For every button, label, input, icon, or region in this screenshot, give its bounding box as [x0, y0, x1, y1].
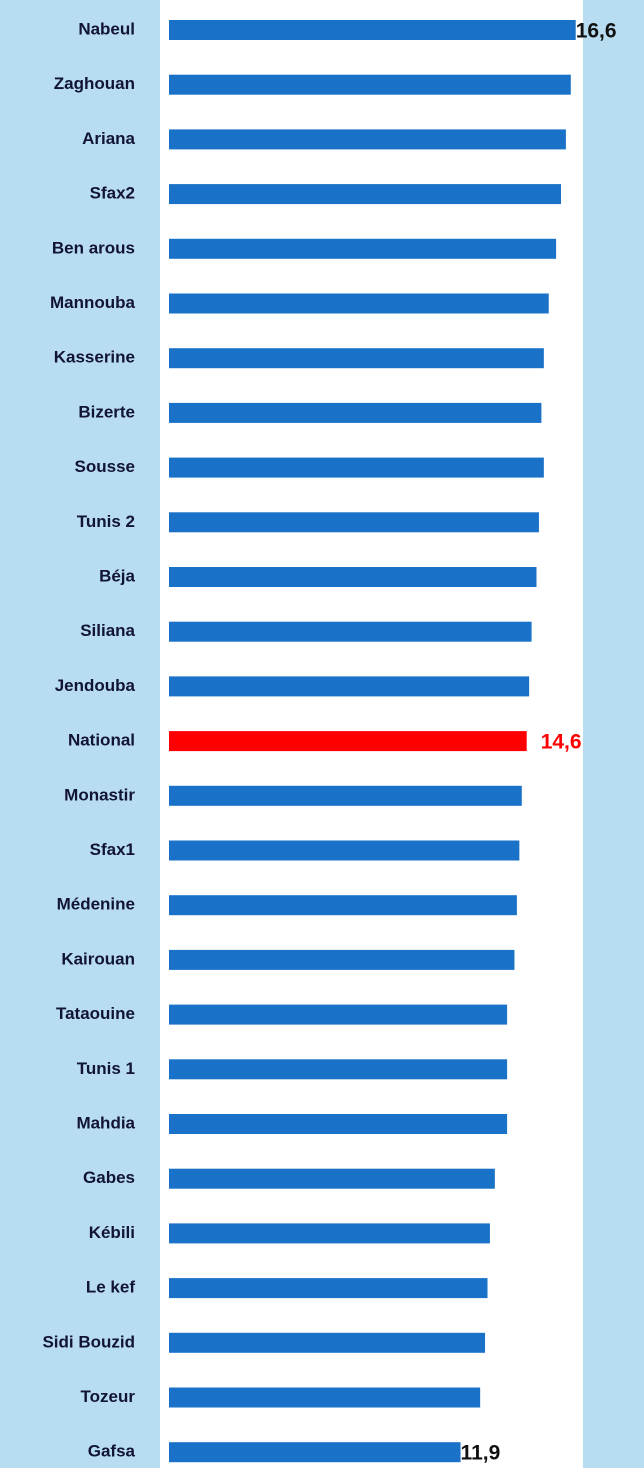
- y-tick-label: Gabes: [83, 1168, 135, 1187]
- y-tick-label: Sfax1: [90, 840, 135, 859]
- bar: [169, 676, 530, 697]
- y-tick-label: Zaghouan: [54, 74, 135, 93]
- bar: [169, 293, 549, 314]
- y-tick-label: Le kef: [86, 1278, 135, 1297]
- bar: [169, 895, 517, 916]
- y-tick-label: Monastir: [64, 785, 135, 804]
- bar: [169, 20, 576, 40]
- y-tick-label: Bizerte: [78, 402, 135, 421]
- bar: [169, 1059, 508, 1080]
- bar: [169, 184, 561, 205]
- data-label: 16,6: [576, 20, 617, 43]
- bar: [169, 840, 520, 861]
- bar: [169, 238, 557, 259]
- data-label: 14,6: [541, 731, 582, 754]
- bar: [169, 1387, 481, 1408]
- y-tick-label: Ben arous: [52, 238, 135, 257]
- bar: [169, 731, 527, 752]
- y-tick-label: Tunis 2: [77, 512, 135, 531]
- y-tick-label: Médenine: [57, 895, 135, 914]
- y-tick-label: Mannouba: [50, 293, 136, 312]
- bar: [169, 1278, 488, 1299]
- y-tick-label: Tataouine: [56, 1004, 135, 1023]
- bar: [169, 457, 544, 478]
- y-tick-label: Kasserine: [54, 348, 135, 367]
- bar: [169, 1332, 486, 1353]
- bar: [169, 1004, 508, 1025]
- y-tick-label: Mahdia: [76, 1113, 135, 1132]
- bar: [169, 402, 542, 423]
- y-tick-label: Kairouan: [61, 949, 135, 968]
- y-tick-label: Nabeul: [78, 19, 135, 38]
- y-tick-label: Ariana: [82, 129, 135, 148]
- y-tick-label: Gafsa: [88, 1442, 136, 1461]
- y-tick-label: Béja: [99, 566, 135, 585]
- bar: [169, 512, 539, 533]
- y-tick-label: Jendouba: [55, 676, 136, 695]
- bar: [169, 1442, 461, 1463]
- y-tick-label: Tozeur: [81, 1387, 136, 1406]
- y-tick-label: Sousse: [75, 457, 135, 476]
- bar: [169, 1223, 490, 1244]
- y-tick-label: Sidi Bouzid: [42, 1332, 135, 1351]
- bar: [169, 949, 515, 970]
- bar: [169, 1114, 508, 1134]
- bar: [169, 567, 537, 587]
- y-tick-label: Tunis 1: [77, 1059, 135, 1078]
- y-tick-label: National: [68, 731, 135, 750]
- bar: [169, 1168, 495, 1189]
- y-tick-label: Sfax2: [90, 184, 135, 203]
- bar: [169, 621, 532, 642]
- data-label: 11,9: [461, 1442, 501, 1465]
- bar: [169, 129, 566, 150]
- bar: [169, 348, 544, 369]
- bar: [169, 74, 571, 95]
- y-tick-label: Siliana: [80, 621, 135, 640]
- bar: [169, 785, 522, 806]
- y-tick-label: Kébili: [89, 1223, 135, 1242]
